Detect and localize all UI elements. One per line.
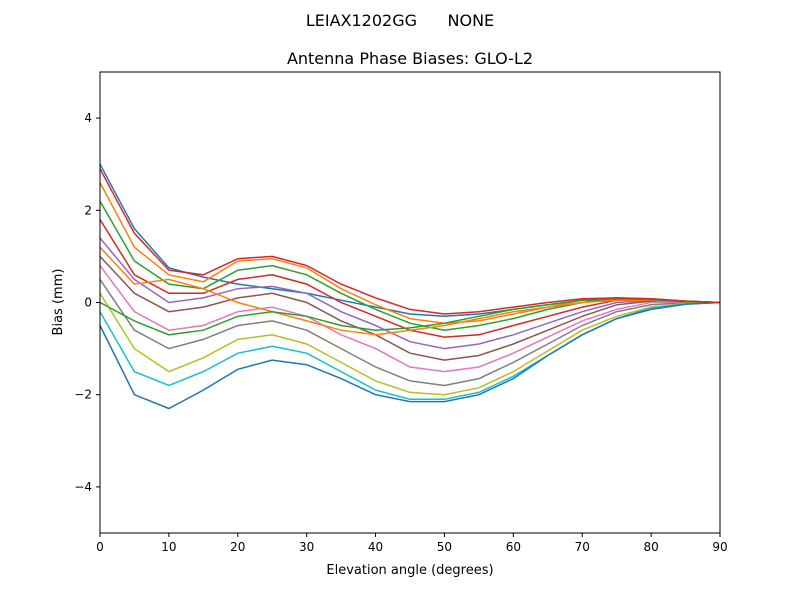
- series-line-10: [99, 301, 721, 401]
- y-tick-label: 4: [84, 111, 92, 125]
- series-line-4: [99, 219, 721, 338]
- series-line-14: [99, 168, 721, 315]
- y-axis-label: Bias (mm): [51, 269, 66, 336]
- x-tick-label: 0: [96, 540, 104, 554]
- x-tick-label: 50: [437, 540, 452, 554]
- x-tick-label: 40: [368, 540, 383, 554]
- series-line-7: [99, 265, 721, 373]
- y-axis: −4 −2 0 2 4: [74, 111, 100, 494]
- x-tick-label: 70: [575, 540, 590, 554]
- y-tick-label: −2: [74, 388, 92, 402]
- x-tick-label: 60: [506, 540, 521, 554]
- series-line-11: [99, 301, 721, 410]
- series-line-13: [99, 298, 721, 336]
- series-line-8: [99, 278, 720, 387]
- x-axis-label: Elevation angle (degrees): [326, 563, 493, 578]
- x-tick-label: 20: [230, 540, 245, 554]
- series-lines: [99, 163, 721, 410]
- y-tick-label: 0: [84, 296, 92, 310]
- series-line-12: [99, 246, 721, 336]
- y-tick-label: −4: [74, 480, 92, 494]
- series-line-9: [99, 292, 721, 396]
- x-axis: 0 10 20 30 40 50 60 70 80 90: [96, 533, 728, 554]
- series-line-6: [99, 255, 721, 361]
- x-tick-label: 90: [712, 540, 727, 554]
- series-line-5: [99, 237, 721, 350]
- chart-suptitle: LEIAX1202GG NONE: [306, 11, 494, 30]
- y-tick-label: 2: [84, 203, 92, 217]
- x-tick-label: 30: [299, 540, 314, 554]
- x-tick-label: 10: [161, 540, 176, 554]
- x-tick-label: 80: [643, 540, 658, 554]
- series-line-3: [99, 200, 721, 331]
- chart-title: Antenna Phase Biases: GLO-L2: [287, 49, 533, 68]
